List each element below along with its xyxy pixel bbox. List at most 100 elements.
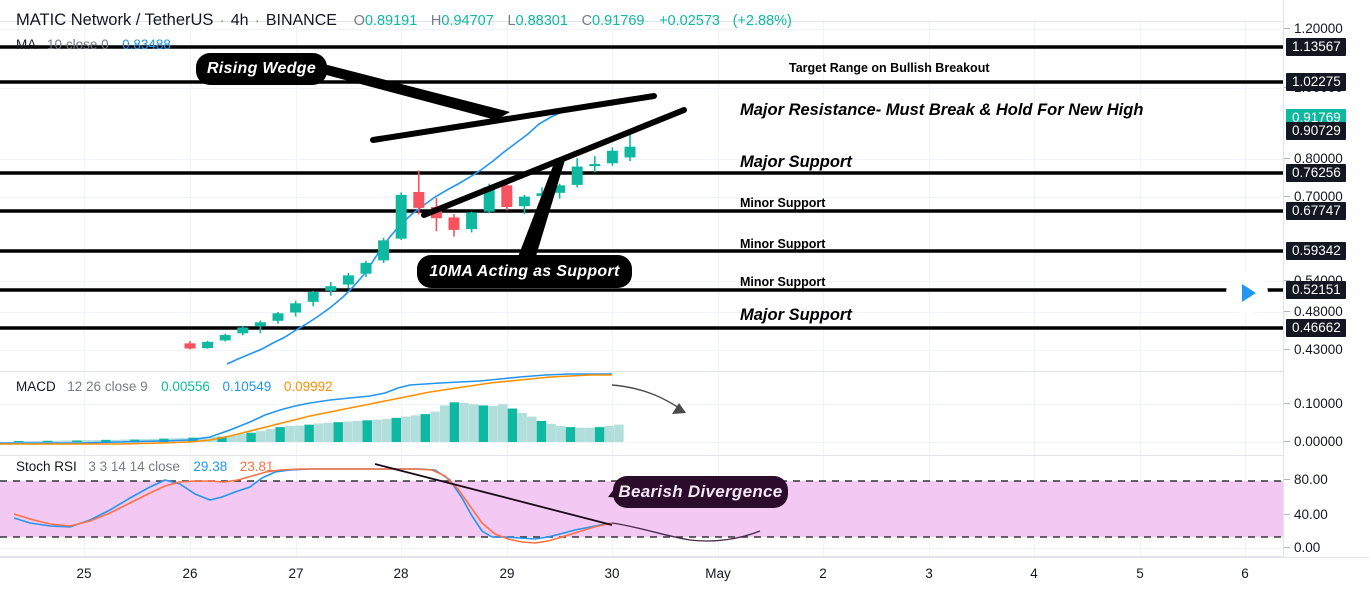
candle-body[interactable] xyxy=(202,341,214,349)
price-level-tag[interactable]: 0.46662 xyxy=(1286,319,1346,337)
time-axis-tick: 6 xyxy=(1241,566,1249,581)
price-level-tag[interactable]: 1.13567 xyxy=(1286,38,1346,56)
candle-body[interactable] xyxy=(554,185,566,193)
macd-histogram-bar xyxy=(314,423,324,442)
tick-dash xyxy=(1284,28,1290,29)
macd-histogram-bar xyxy=(323,422,334,442)
candle-body[interactable] xyxy=(342,275,354,285)
price-level-tag[interactable]: 0.76256 xyxy=(1286,164,1346,182)
macd-histogram-bar xyxy=(197,437,208,442)
macd-histogram-bar xyxy=(594,427,605,442)
macd-divergence-arrow[interactable] xyxy=(611,384,686,413)
macd-histogram-bar xyxy=(449,402,460,442)
candle-body[interactable] xyxy=(395,194,407,239)
macd-histogram-bar xyxy=(498,404,508,442)
candle-body[interactable] xyxy=(325,286,337,291)
candle-body[interactable] xyxy=(360,262,372,274)
macd-histogram-bar xyxy=(352,420,363,442)
macd-histogram-bar xyxy=(391,417,402,442)
price-axis[interactable]: 1.200001.000000.800000.700000.540000.480… xyxy=(1283,0,1369,589)
time-axis-tick: 26 xyxy=(182,566,198,581)
tick-dash xyxy=(1284,403,1290,404)
candle-body[interactable] xyxy=(483,186,495,212)
time-axis-tick: 3 xyxy=(925,566,933,581)
tick-dash xyxy=(1284,280,1290,281)
macd-line xyxy=(0,373,612,444)
candle-body[interactable] xyxy=(448,217,460,230)
tick-label: 0.70000 xyxy=(1294,189,1343,204)
callout-rising-wedge[interactable]: Rising Wedge xyxy=(196,53,327,85)
candle-body[interactable] xyxy=(290,303,302,313)
macd-histogram-bar xyxy=(343,421,353,442)
time-axis-tick: 29 xyxy=(499,566,515,581)
price-level-tag[interactable]: 0.90729 xyxy=(1286,122,1346,140)
tick-label: 40.00 xyxy=(1294,507,1328,522)
macd-histogram-bar xyxy=(556,425,566,442)
macd-histogram-bar xyxy=(459,402,469,442)
macd-histogram-bar xyxy=(62,440,72,442)
macd-histogram-bar xyxy=(565,427,576,442)
macd-histogram-bar xyxy=(110,439,121,442)
macd-histogram-bar xyxy=(285,425,295,442)
candle-body[interactable] xyxy=(571,166,583,185)
ma10-line xyxy=(226,111,563,365)
tick-dash xyxy=(1284,196,1290,197)
candle-body[interactable] xyxy=(413,192,425,208)
candle-body[interactable] xyxy=(589,164,601,167)
macd-histogram-bar xyxy=(72,440,82,442)
time-axis-tick: 2 xyxy=(819,566,827,581)
callout-bearish-divergence[interactable]: Bearish Divergence xyxy=(613,476,788,508)
candle-body[interactable] xyxy=(184,343,196,349)
macd-histogram-bar xyxy=(468,404,479,442)
wedge-lower-line xyxy=(421,107,687,218)
replay-play-button[interactable] xyxy=(1226,272,1268,314)
candle-body[interactable] xyxy=(307,292,319,302)
tick-label: 80.00 xyxy=(1294,472,1328,487)
stoch-divergence-curve[interactable] xyxy=(611,522,761,542)
price-level-tag[interactable]: 0.52151 xyxy=(1286,281,1346,299)
candle-body[interactable] xyxy=(219,334,231,341)
price-level-tag[interactable]: 0.67747 xyxy=(1286,202,1346,220)
macd-histogram-bar xyxy=(362,420,372,442)
stoch-divergence-trendline[interactable] xyxy=(374,463,613,526)
candle-body[interactable] xyxy=(378,240,390,261)
time-axis-tick: May xyxy=(705,566,731,581)
candle-body[interactable] xyxy=(606,150,618,164)
macd-histogram-bar xyxy=(246,432,256,442)
candle-body[interactable] xyxy=(237,327,249,334)
tick-dash xyxy=(1284,479,1290,480)
rising-wedge-drawing[interactable] xyxy=(370,93,687,218)
price-level-tag[interactable]: 1.02275 xyxy=(1286,73,1346,91)
macd-histogram-bar xyxy=(430,411,440,442)
time-axis-tick: 4 xyxy=(1030,566,1038,581)
callout-10ma-support[interactable]: 10MA Acting as Support xyxy=(417,255,632,288)
candle-body[interactable] xyxy=(466,212,478,230)
macd-histogram-bar xyxy=(381,419,392,442)
macd-histogram-bar xyxy=(14,441,24,442)
time-axis[interactable]: 25 26 27 28 29 30 May 2 3 4 5 6 xyxy=(0,557,1369,589)
macd-histogram-bar xyxy=(294,425,305,442)
candle-body[interactable] xyxy=(272,313,284,321)
candle-body[interactable] xyxy=(501,185,513,208)
macd-histogram-bar xyxy=(91,440,101,442)
macd-signal-line xyxy=(0,374,612,445)
tick-dash xyxy=(1284,514,1290,515)
tick-dash xyxy=(1284,441,1290,442)
candle-body[interactable] xyxy=(254,322,266,327)
play-icon xyxy=(1242,284,1256,302)
price-level-lines[interactable] xyxy=(0,45,1283,330)
candle-body[interactable] xyxy=(518,196,530,207)
macd-histogram-bar xyxy=(23,441,34,442)
candle-body[interactable] xyxy=(624,146,636,158)
tick-dash xyxy=(1284,158,1290,159)
time-axis-tick: 28 xyxy=(393,566,409,581)
candlestick-series[interactable] xyxy=(184,134,636,350)
tick-label: 0.00 xyxy=(1294,540,1321,555)
tick-label: 0.00000 xyxy=(1294,434,1343,449)
time-axis-tick: 25 xyxy=(76,566,92,581)
price-level-tag[interactable]: 0.59342 xyxy=(1286,242,1346,260)
macd-histogram-bar xyxy=(488,406,498,442)
ma-callout-pointer xyxy=(516,158,565,266)
